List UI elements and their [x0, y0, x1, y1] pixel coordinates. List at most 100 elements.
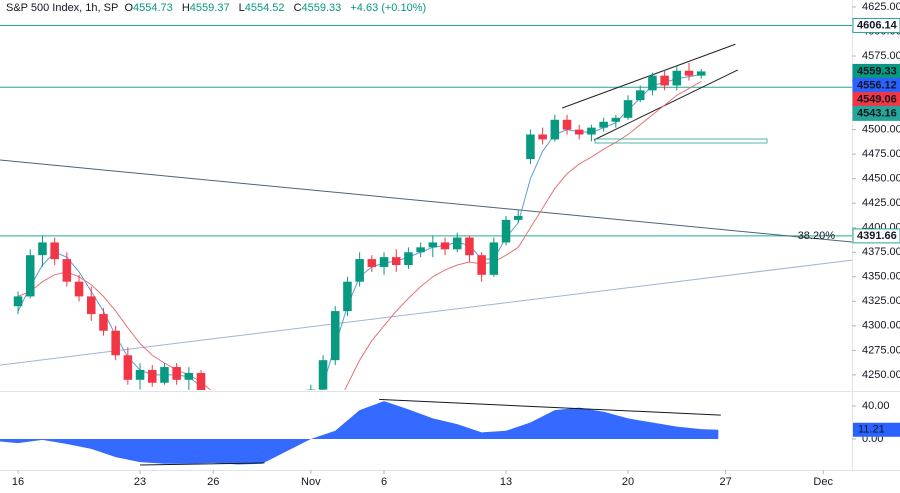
y-tick-label: 4500.00: [862, 124, 900, 136]
x-tick-label: 13: [500, 476, 512, 488]
candle-body: [111, 330, 120, 356]
osc-tick-label: 40.00: [862, 400, 890, 412]
osc-last-box: [853, 422, 900, 437]
candle-body: [513, 215, 523, 220]
osc-trendline: [379, 398, 721, 416]
x-tick-label: 23: [134, 476, 146, 488]
x-tick-label: 6: [381, 476, 387, 488]
candle-body: [355, 259, 364, 282]
ohlc-key: H: [181, 2, 190, 14]
oscillator-area: [0, 401, 719, 465]
candle-body: [367, 259, 377, 267]
candle-body: [648, 75, 657, 91]
candle-body: [391, 257, 401, 266]
candle-body: [684, 70, 694, 76]
y-tick-label: 4375.00: [862, 246, 900, 258]
candle-body: [62, 259, 72, 282]
y-tick-label: 4350.00: [862, 271, 900, 283]
candle-body: [306, 389, 316, 390]
ohlc-key: L: [238, 2, 245, 14]
candle-body: [428, 242, 438, 248]
candle-body: [672, 70, 682, 86]
candle-body: [696, 71, 706, 76]
price-label: 4606.14: [857, 19, 898, 31]
candle-body: [379, 257, 389, 267]
price-label: 4556.12: [857, 79, 897, 91]
candle-body: [38, 242, 47, 256]
y-tick-label: 4475.00: [862, 148, 900, 160]
candle-body: [160, 367, 169, 383]
change-pct: (+0.10%): [381, 2, 427, 14]
candle-body: [526, 134, 535, 160]
osc-last-label: 11.21: [858, 424, 885, 436]
candle-body: [623, 100, 633, 118]
ohlc-value: 4559.37: [189, 2, 230, 14]
price-pane: 38.20%: [0, 24, 852, 492]
price-label: 4559.33: [857, 65, 897, 77]
candle-body: [209, 404, 218, 433]
candle-body: [318, 360, 328, 390]
x-tick-label: 16: [12, 476, 24, 488]
x-tick-label: 26: [207, 476, 219, 488]
candle-body: [404, 252, 413, 266]
candle-body: [25, 255, 35, 297]
ohlc-value: 4554.73: [133, 2, 173, 14]
ohlc-key: C: [293, 2, 302, 14]
candle-body: [587, 127, 596, 135]
candle-body: [74, 281, 84, 297]
moving-average: [17, 81, 702, 390]
y-tick-label: 4450.00: [862, 173, 900, 185]
zone-box: [594, 138, 768, 144]
candle-body: [538, 134, 547, 140]
y-tick-label: 4325.00: [862, 295, 900, 307]
candle-body: [99, 314, 108, 331]
candle-body: [611, 117, 621, 122]
candle-body: [123, 355, 133, 380]
candle-body: [294, 429, 303, 434]
candle-body: [343, 281, 352, 312]
x-tick-label: Dec: [813, 476, 833, 488]
candle-body: [477, 255, 486, 275]
y-tick-label: 4575.00: [862, 50, 900, 62]
legend-header: S&P 500 Index, 1h, SP O4554.73 H4559.37 …: [6, 2, 432, 14]
candle-body: [135, 369, 145, 380]
candle-body: [147, 369, 157, 383]
trendline: [593, 69, 739, 141]
ohlc-value: 4554.52: [244, 2, 285, 14]
x-tick-label: 27: [719, 476, 731, 488]
candle-body: [13, 296, 23, 307]
y-tick-label: 4275.00: [862, 344, 900, 356]
price-label: 4549.06: [857, 93, 897, 105]
candle-body: [50, 242, 59, 260]
ohlc-key: O: [124, 2, 134, 14]
candle-body: [574, 129, 584, 135]
candle-body: [184, 372, 194, 380]
y-tick-label: 4625.00: [862, 1, 900, 13]
osc-trendline: [140, 462, 265, 466]
candle-body: [246, 463, 255, 492]
price-label-box: [852, 105, 900, 121]
trendline: [0, 259, 852, 366]
candle-body: [562, 119, 572, 130]
candle-body: [465, 237, 474, 256]
price-label-box: [852, 17, 900, 33]
candle-body: [196, 372, 206, 390]
y-tick-label: 4300.00: [862, 320, 900, 332]
candle-body: [501, 219, 511, 243]
fib-label: 38.20%: [798, 230, 836, 242]
trendline: [0, 159, 852, 243]
candle-body: [660, 75, 669, 86]
candle-body: [599, 121, 608, 128]
price-label-box: [852, 228, 900, 244]
candle-body: [172, 367, 181, 380]
price-label: 4543.16: [857, 107, 897, 119]
candle-body: [86, 296, 96, 315]
candle-body: [635, 90, 645, 101]
candle-body: [489, 242, 499, 275]
ohlc-value: 4559.33: [301, 2, 342, 14]
y-tick-label: 4425.00: [862, 197, 900, 209]
candle-body: [440, 242, 450, 250]
